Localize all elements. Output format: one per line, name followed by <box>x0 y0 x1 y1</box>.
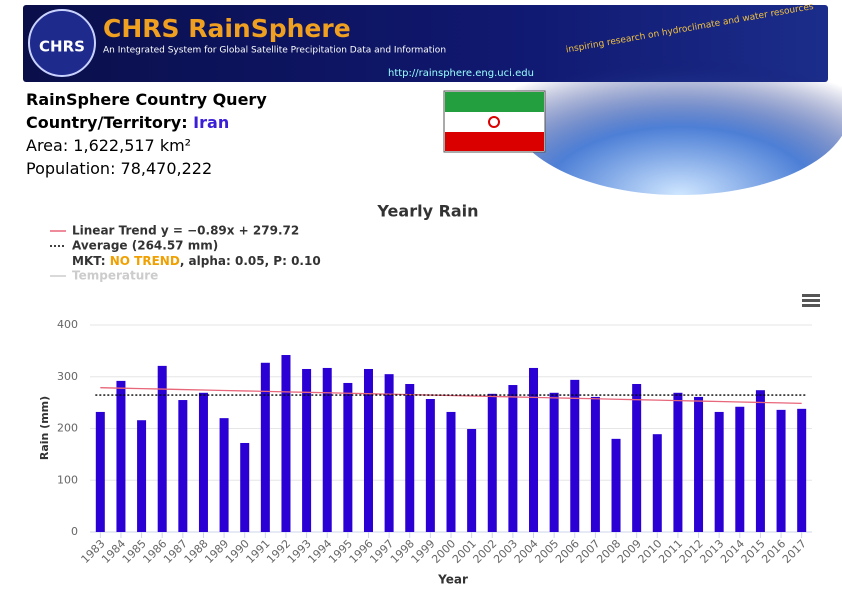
area: Area: 1,622,517 km² <box>26 136 192 155</box>
menu-button[interactable] <box>802 294 820 307</box>
bar <box>116 380 126 532</box>
bar <box>467 429 477 532</box>
bar <box>425 399 435 532</box>
logo-text: CHRS <box>39 38 85 56</box>
population: Population: 78,470,222 <box>26 159 213 178</box>
bar <box>178 400 188 532</box>
legend-entry-hidden[interactable]: Temperature <box>72 269 158 283</box>
bar <box>508 385 518 532</box>
bar <box>714 411 724 532</box>
x-tick-label: 2017 <box>780 537 809 566</box>
mkt-prefix: MKT: <box>72 254 106 268</box>
bar <box>590 396 600 532</box>
bar <box>219 418 229 532</box>
bar <box>694 396 704 532</box>
country-name[interactable]: Iran <box>193 113 230 132</box>
flag <box>443 90 546 153</box>
legend-mkt: MKT: NO TREND, alpha: 0.05, P: 0.10 <box>72 254 321 268</box>
y-tick-label: 200 <box>57 422 78 435</box>
bar <box>673 392 683 532</box>
y-tick-label: 100 <box>57 473 78 486</box>
bar <box>302 368 312 532</box>
legend-entry: Linear Trend y = −0.89x + 279.72 <box>72 224 299 238</box>
bar <box>322 367 332 532</box>
mkt-result: NO TREND <box>106 254 180 268</box>
trend-line <box>100 387 802 405</box>
country-line: Country/Territory: Iran <box>26 113 229 132</box>
banner-title: CHRS RainSphere <box>103 14 351 43</box>
bar <box>343 382 353 532</box>
bar <box>384 374 394 532</box>
bar <box>260 362 270 532</box>
bar <box>157 365 167 532</box>
bar <box>797 408 807 532</box>
bar <box>487 393 497 532</box>
bar <box>652 434 662 532</box>
legend-entry: Average (264.57 mm) <box>72 239 218 253</box>
bar <box>735 406 745 532</box>
bar <box>776 409 786 532</box>
bar <box>632 383 642 532</box>
bar <box>755 390 765 532</box>
bar <box>549 392 559 532</box>
bar <box>570 379 580 532</box>
bar <box>363 368 373 532</box>
bar <box>611 438 621 532</box>
bar <box>198 392 208 532</box>
y-tick-label: 400 <box>57 318 78 331</box>
y-axis-label: Rain (mm) <box>38 396 51 460</box>
logo <box>28 9 96 77</box>
bar <box>240 442 250 532</box>
query-heading: RainSphere Country Query <box>26 90 267 109</box>
y-tick-label: 0 <box>71 525 78 538</box>
banner-url: http://rainsphere.eng.uci.edu <box>388 68 534 79</box>
country-label: Country/Territory: <box>26 113 188 132</box>
bar <box>281 355 291 532</box>
bar <box>95 411 105 532</box>
bar <box>137 420 147 532</box>
bar <box>405 383 415 532</box>
mkt-rest: , alpha: 0.05, P: 0.10 <box>180 254 321 268</box>
earth-image <box>510 25 842 195</box>
y-tick-label: 300 <box>57 370 78 383</box>
bar <box>529 367 539 532</box>
chart-title: Yearly Rain <box>376 202 478 221</box>
banner-subtitle: An Integrated System for Global Satellit… <box>103 46 446 56</box>
x-axis-label: Year <box>437 573 468 587</box>
bar <box>446 411 456 532</box>
